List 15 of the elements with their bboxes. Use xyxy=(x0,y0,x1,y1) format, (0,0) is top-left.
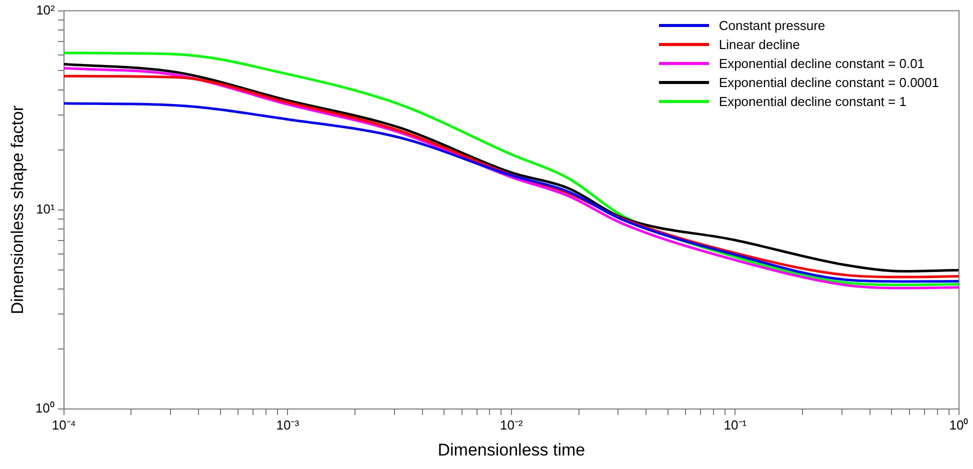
y-tick-label: 10¹ xyxy=(36,201,56,216)
legend-label: Exponential decline constant = 0.01 xyxy=(718,56,925,71)
legend-label: Linear decline xyxy=(718,37,800,52)
y-tick-label: 10² xyxy=(36,2,56,18)
x-tick-label: 10⁻¹ xyxy=(724,417,748,432)
x-tick-label: 10⁻³ xyxy=(276,417,300,432)
y-tick-label: 10⁰ xyxy=(35,400,55,416)
x-axis-title: Dimensionless time xyxy=(438,440,586,460)
legend-label: Exponential decline constant = 0.0001 xyxy=(718,75,939,90)
x-tick-label: 10⁻² xyxy=(500,417,524,432)
legend-label: Exponential decline constant = 1 xyxy=(718,94,906,109)
x-tick-label: 10⁻⁴ xyxy=(52,417,76,432)
x-tick-label: 10⁰ xyxy=(949,417,969,432)
legend-label: Constant pressure xyxy=(718,18,826,33)
y-axis-title: Dimensionless shape factor xyxy=(8,105,27,314)
